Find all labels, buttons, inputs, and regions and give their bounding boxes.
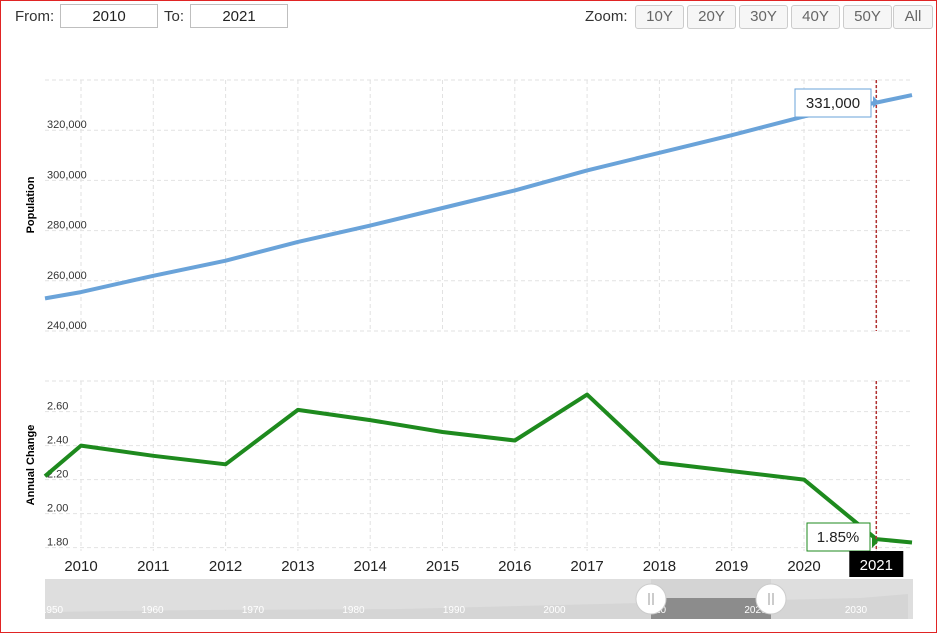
navigator-year-label: 1970 [242, 605, 265, 616]
x-tick-label: 2014 [354, 558, 387, 575]
population-series-line [44, 93, 913, 301]
navigator-year-label: 1980 [342, 605, 365, 616]
navigator-left-handle[interactable] [635, 583, 667, 615]
annual-change-tooltip: 1.85% [806, 522, 878, 552]
navigator-right-handle[interactable] [755, 583, 787, 615]
zoom-all-button[interactable]: All [893, 5, 933, 29]
navigator-year-label: 1950 [41, 605, 64, 616]
from-year-input[interactable] [60, 4, 158, 28]
navigator-year-label: 2030 [845, 605, 868, 616]
population-tooltip: 331,000 [794, 88, 879, 118]
annual-change-y-tick-label: 2.40 [47, 435, 68, 447]
annual-change-tooltip-value: 1.85% [817, 529, 860, 546]
population-y-tick-label: 280,000 [47, 220, 87, 232]
grid [45, 79, 912, 551]
to-year-input[interactable] [190, 4, 288, 28]
zoom-50y-button[interactable]: 50Y [843, 5, 892, 29]
annual-change-y-tick-label: 2.60 [47, 401, 68, 413]
from-label: From: [15, 8, 55, 25]
x-tick-label: 2013 [281, 558, 314, 575]
x-tick-label: 2015 [426, 558, 459, 575]
navigator-mask-right [771, 579, 913, 619]
annual-change-y-tick-label: 2.00 [47, 503, 68, 515]
navigator-year-label: 2020 [744, 605, 767, 616]
zoom-label: Zoom: [585, 8, 628, 25]
x-tick-label: 2016 [498, 558, 531, 575]
zoom-20y-button[interactable]: 20Y [687, 5, 736, 29]
zoom-30y-button[interactable]: 30Y [739, 5, 788, 29]
x-axis-ticks: 2010 2011 2012 2013 2014 2015 2016 2017 2018 2019… [64, 551, 904, 577]
navigator-selected-range [651, 598, 771, 619]
population-tooltip-value: 331,000 [806, 95, 860, 112]
annual-change-y-tick-label: 1.80 [47, 537, 68, 549]
x-tick-label-highlighted: 2021 [860, 557, 893, 574]
navigator-year-label: 1960 [141, 605, 164, 616]
population-y-tick-label: 260,000 [47, 270, 87, 282]
annual-change-axis-title: Annual Change [25, 425, 37, 506]
y-tick-labels: 240,000 260,000 280,000 300,000 320,000 1.80 2… [47, 119, 87, 548]
x-tick-label: 2017 [570, 558, 603, 575]
x-tick-label: 2010 [64, 558, 97, 575]
x-tick-label: 2018 [643, 558, 676, 575]
highlighted-year-badge [849, 551, 904, 577]
population-y-tick-label: 240,000 [47, 320, 87, 332]
x-tick-label: 2011 [137, 558, 169, 575]
navigator[interactable]: 195019601970198019902000201020202030 [41, 579, 913, 619]
zoom-10y-button[interactable]: 10Y [635, 5, 684, 29]
to-label: To: [164, 8, 185, 25]
navigator-mask-left [45, 579, 651, 619]
navigator-year-label: 1990 [443, 605, 466, 616]
annual-change-series-line [43, 392, 913, 545]
x-tick-label: 2020 [787, 558, 820, 575]
population-y-tick-label: 320,000 [47, 119, 87, 131]
zoom-40y-button[interactable]: 40Y [791, 5, 840, 29]
population-axis-title: Population [25, 176, 37, 233]
x-tick-label: 2019 [715, 558, 748, 575]
x-tick-label: 2012 [209, 558, 242, 575]
navigator-year-label: 2000 [543, 605, 566, 616]
population-y-tick-label: 300,000 [47, 169, 87, 181]
